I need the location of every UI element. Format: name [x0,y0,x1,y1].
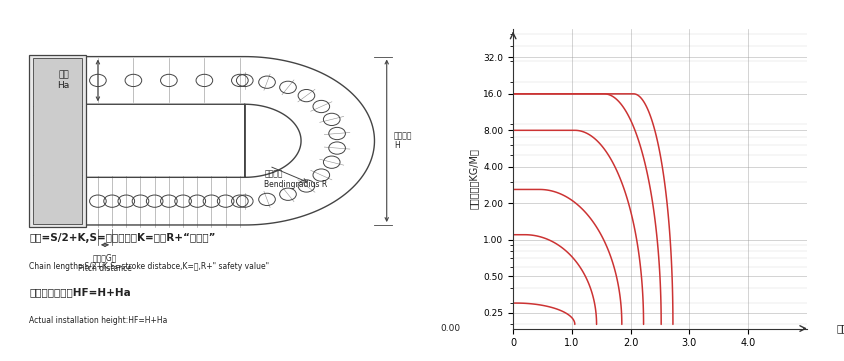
Bar [33,58,82,224]
Text: 0.00: 0.00 [441,324,460,333]
Text: 安装实际高度：HF=H+Ha: 安装实际高度：HF=H+Ha [30,287,131,297]
Text: 弯曲总高
H: 弯曲总高 H [394,131,413,151]
Text: Chain length=S/2+K,S=stroke distabce,K=兀,R+" safety value": Chain length=S/2+K,S=stroke distabce,K=兀… [30,262,269,271]
Text: 外高
Ha: 外高 Ha [57,70,70,91]
Text: 节距（G）
Pitch distance: 节距（G） Pitch distance [78,254,132,273]
Text: 架空长度（M）: 架空长度（M） [836,323,844,334]
Text: Actual installation height:HF=H+Ha: Actual installation height:HF=H+Ha [30,316,168,325]
Text: 弯曲半径
Bendingradius R: 弯曲半径 Bendingradius R [264,170,327,189]
Text: 链长=S/2+K,S=行程距离，K=兀，R+“安全量”: 链长=S/2+K,S=行程距离，K=兀，R+“安全量” [30,233,216,243]
Y-axis label: 承载重量（KG/M）: 承载重量（KG/M） [469,148,479,209]
Bar [30,55,86,227]
